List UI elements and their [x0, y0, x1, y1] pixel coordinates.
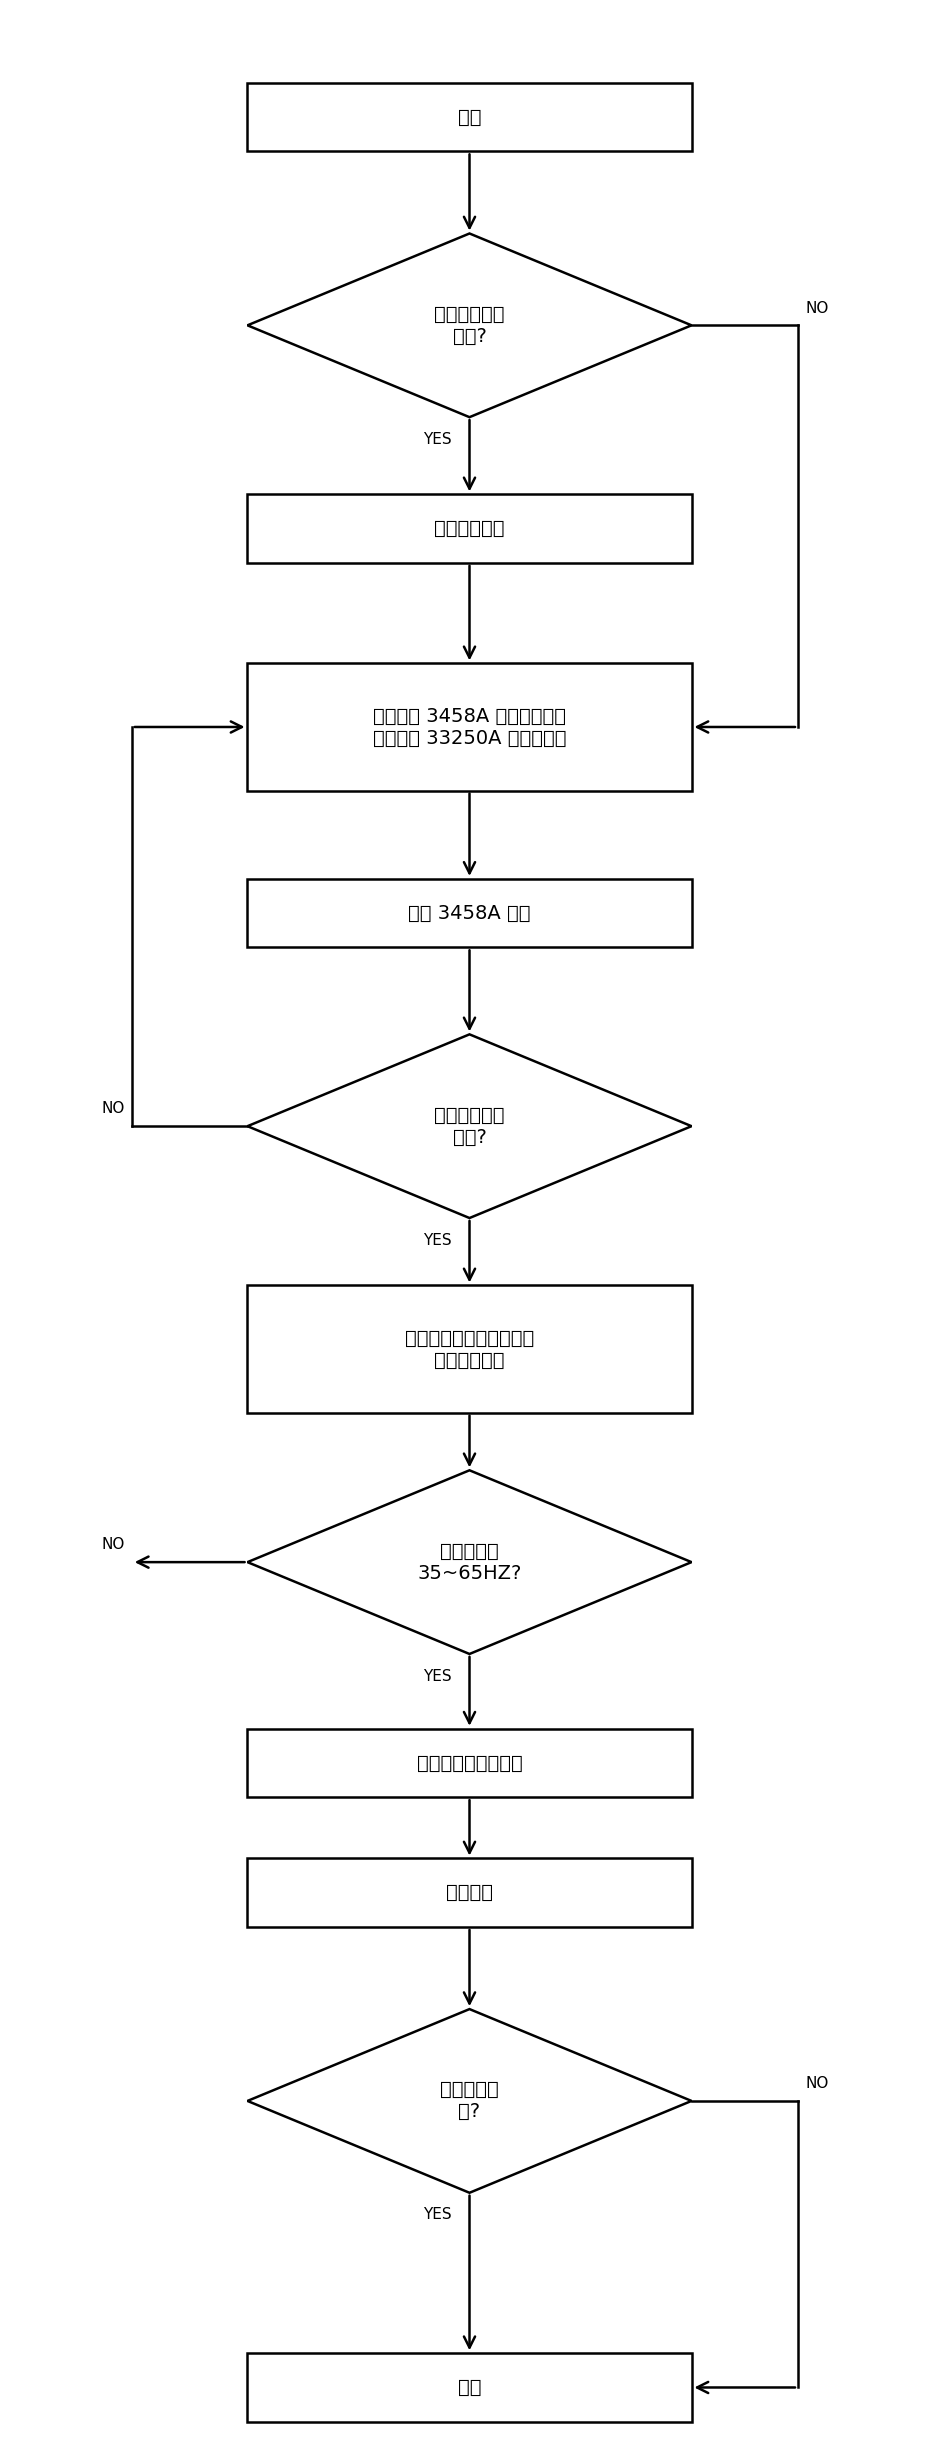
Polygon shape — [248, 1470, 691, 1655]
Text: YES: YES — [423, 2207, 452, 2222]
Text: YES: YES — [423, 1232, 452, 1249]
Text: NO: NO — [101, 1537, 125, 1552]
Text: 结束: 结束 — [457, 2377, 482, 2396]
Text: 运用改进型准同步算法计
算频差和频率: 运用改进型准同步算法计 算频差和频率 — [405, 1328, 534, 1369]
Text: 计算比值差和相位差: 计算比值差和相位差 — [417, 1754, 522, 1773]
Polygon shape — [248, 234, 691, 416]
Text: 开始: 开始 — [457, 108, 482, 126]
Text: NO: NO — [806, 2076, 829, 2091]
Bar — [248, 1286, 691, 1414]
Bar — [248, 2352, 691, 2421]
Text: 频率是否在
35~65HZ?: 频率是否在 35~65HZ? — [417, 1542, 522, 1584]
Bar — [248, 663, 691, 791]
Text: 是否校验结
束?: 是否校验结 束? — [440, 2081, 499, 2121]
Text: 配置仪器参数: 配置仪器参数 — [434, 520, 505, 537]
Polygon shape — [248, 2010, 691, 2192]
Bar — [248, 495, 691, 564]
Bar — [248, 1860, 691, 1926]
Polygon shape — [248, 1034, 691, 1219]
Text: 先向两台 3458A 发单次使能信
号、再向 33250A 发触发信号: 先向两台 3458A 发单次使能信 号、再向 33250A 发触发信号 — [373, 707, 566, 746]
Text: NO: NO — [806, 300, 829, 315]
Bar — [248, 1729, 691, 1798]
Text: NO: NO — [101, 1101, 125, 1116]
Bar — [248, 84, 691, 150]
Text: 读取数据是否
成功?: 读取数据是否 成功? — [434, 1106, 505, 1148]
Text: 读取 3458A 数据: 读取 3458A 数据 — [408, 904, 531, 924]
Text: YES: YES — [423, 1667, 452, 1685]
Text: 显示结果: 显示结果 — [446, 1884, 493, 1901]
Text: 仪器是否连接
成功?: 仪器是否连接 成功? — [434, 305, 505, 345]
Text: YES: YES — [423, 431, 452, 446]
Bar — [248, 879, 691, 948]
